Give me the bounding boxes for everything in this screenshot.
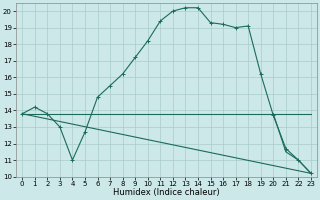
X-axis label: Humidex (Indice chaleur): Humidex (Indice chaleur): [113, 188, 220, 197]
